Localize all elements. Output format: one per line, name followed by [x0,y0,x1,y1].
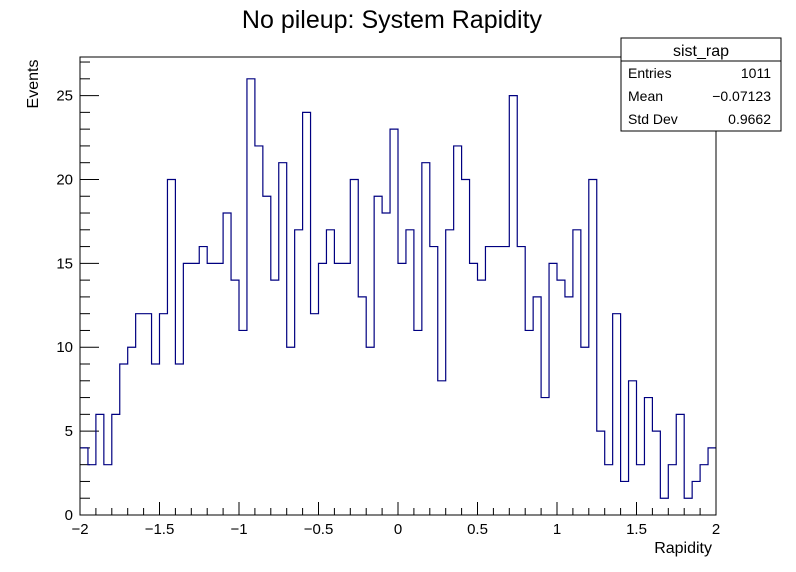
x-tick-label: −1 [230,521,247,538]
stats-box: sist_rap Entries 1011 Mean −0.07123 Std … [620,37,782,132]
stats-value-mean: −0.07123 [712,88,771,104]
stats-label-stddev: Std Dev [628,111,678,127]
x-tick-label: −0.5 [304,521,334,538]
x-tick-label: 2 [712,521,720,538]
x-tick-label: −2 [71,521,88,538]
x-tick-labels: −2 −1.5 −1 −0.5 0 0.5 1 1.5 2 [71,521,720,538]
y-tick-label: 5 [65,423,73,440]
y-tick-label: 25 [56,88,73,105]
stats-box-title: sist_rap [673,43,729,60]
y-tick-label: 0 [65,507,73,524]
x-axis-label: Rapidity [654,540,712,557]
stats-label-entries: Entries [628,65,672,81]
stats-label-mean: Mean [628,88,663,104]
chart-title: No pileup: System Rapidity [242,6,543,34]
stats-box-frame [620,37,782,132]
x-tick-label: 0.5 [467,521,488,538]
x-tick-label: 0 [394,521,402,538]
y-tick-label: 10 [56,339,73,356]
stats-value-entries: 1011 [741,65,771,81]
plot-frame [79,56,717,516]
x-tick-label: −1.5 [145,521,175,538]
y-axis-label: Events [25,60,42,109]
stats-value-stddev: 0.9662 [728,111,771,127]
y-tick-label: 20 [56,171,73,188]
y-tick-label: 15 [56,255,73,272]
x-tick-label: 1.5 [626,521,647,538]
histogram-step-line [80,78,716,499]
y-tick-labels: 0 5 10 15 20 25 [56,88,73,524]
x-tick-label: 1 [553,521,561,538]
